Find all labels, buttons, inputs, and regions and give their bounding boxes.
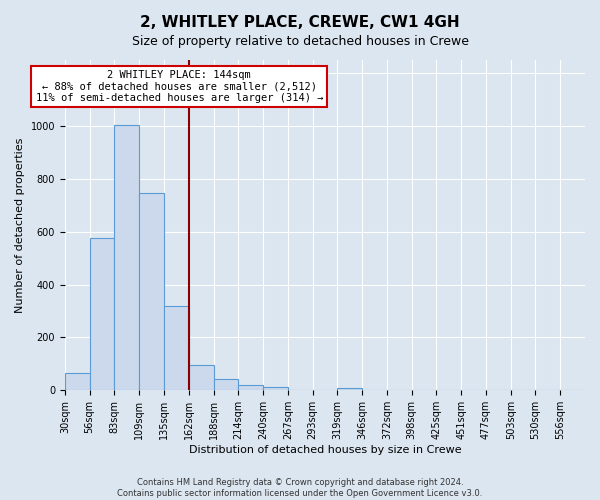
Bar [139, 194, 164, 390]
X-axis label: Distribution of detached houses by size in Crewe: Distribution of detached houses by size … [188, 445, 461, 455]
Text: Contains HM Land Registry data © Crown copyright and database right 2024.
Contai: Contains HM Land Registry data © Crown c… [118, 478, 482, 498]
Text: Size of property relative to detached houses in Crewe: Size of property relative to detached ho… [131, 35, 469, 48]
Text: 2, WHITLEY PLACE, CREWE, CW1 4GH: 2, WHITLEY PLACE, CREWE, CW1 4GH [140, 15, 460, 30]
Bar [189, 365, 214, 390]
Text: 2 WHITLEY PLACE: 144sqm
← 88% of detached houses are smaller (2,512)
11% of semi: 2 WHITLEY PLACE: 144sqm ← 88% of detache… [35, 70, 323, 103]
Bar [65, 373, 89, 390]
Bar [164, 306, 189, 390]
Bar [238, 384, 263, 390]
Bar [214, 379, 238, 390]
Y-axis label: Number of detached properties: Number of detached properties [15, 138, 25, 313]
Bar [337, 388, 362, 390]
Bar [115, 124, 139, 390]
Bar [263, 387, 288, 390]
Bar [89, 238, 115, 390]
